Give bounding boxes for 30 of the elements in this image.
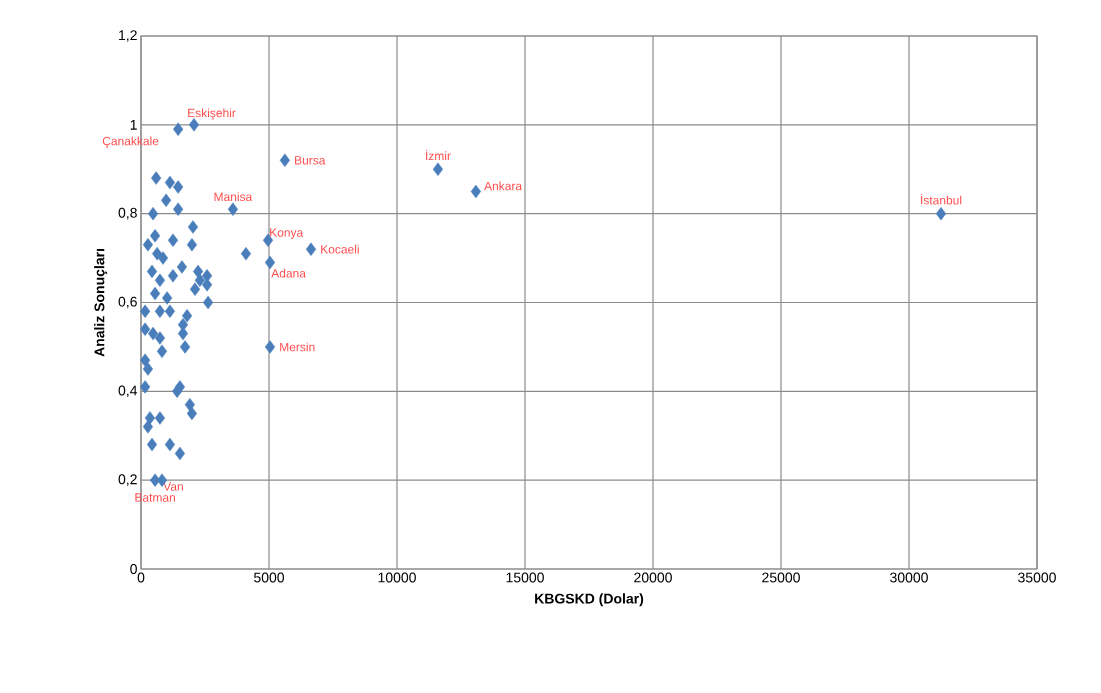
x-tick-label: 5000 — [254, 572, 285, 583]
annotation: Van — [163, 482, 183, 491]
annotation: Ankara — [484, 181, 523, 191]
x-tick-label: 35000 — [1018, 572, 1056, 583]
annotation: Manisa — [214, 192, 253, 202]
annotation: İzmir — [426, 149, 451, 161]
annotation: Kocaeli — [321, 244, 359, 254]
x-tick-label: 0 — [137, 572, 145, 583]
annotation: Mersin — [280, 342, 315, 352]
y-tick-label: 0 — [130, 564, 137, 574]
annotation: Batman — [135, 493, 175, 502]
x-tick-label: 20000 — [634, 572, 672, 583]
annotation: Çanakkale — [102, 136, 159, 148]
y-tick-label: 0,6 — [118, 296, 137, 309]
annotation: İstanbul — [921, 193, 962, 205]
y-tick-label: 1,2 — [119, 30, 137, 42]
x-tick-label: 30000 — [890, 572, 928, 583]
y-tick-label: 0,4 — [118, 385, 138, 398]
annotation: Konya — [270, 228, 304, 240]
y-tick-label: 1 — [130, 120, 137, 130]
x-axis-title: KBGSKD (Dolar) — [535, 593, 644, 607]
annotation: Eskişehir — [188, 108, 236, 120]
x-tick-label: 25000 — [762, 572, 800, 583]
y-tick-label: 0,8 — [118, 207, 137, 220]
x-tick-label: 15000 — [506, 572, 544, 583]
y-tick-label: 0,2 — [118, 474, 137, 486]
x-tick-label: 10000 — [378, 572, 416, 583]
annotation: Adana — [271, 268, 306, 278]
annotation: Bursa — [295, 156, 326, 165]
y-axis-title: Analiz Sonuçları — [94, 249, 108, 357]
